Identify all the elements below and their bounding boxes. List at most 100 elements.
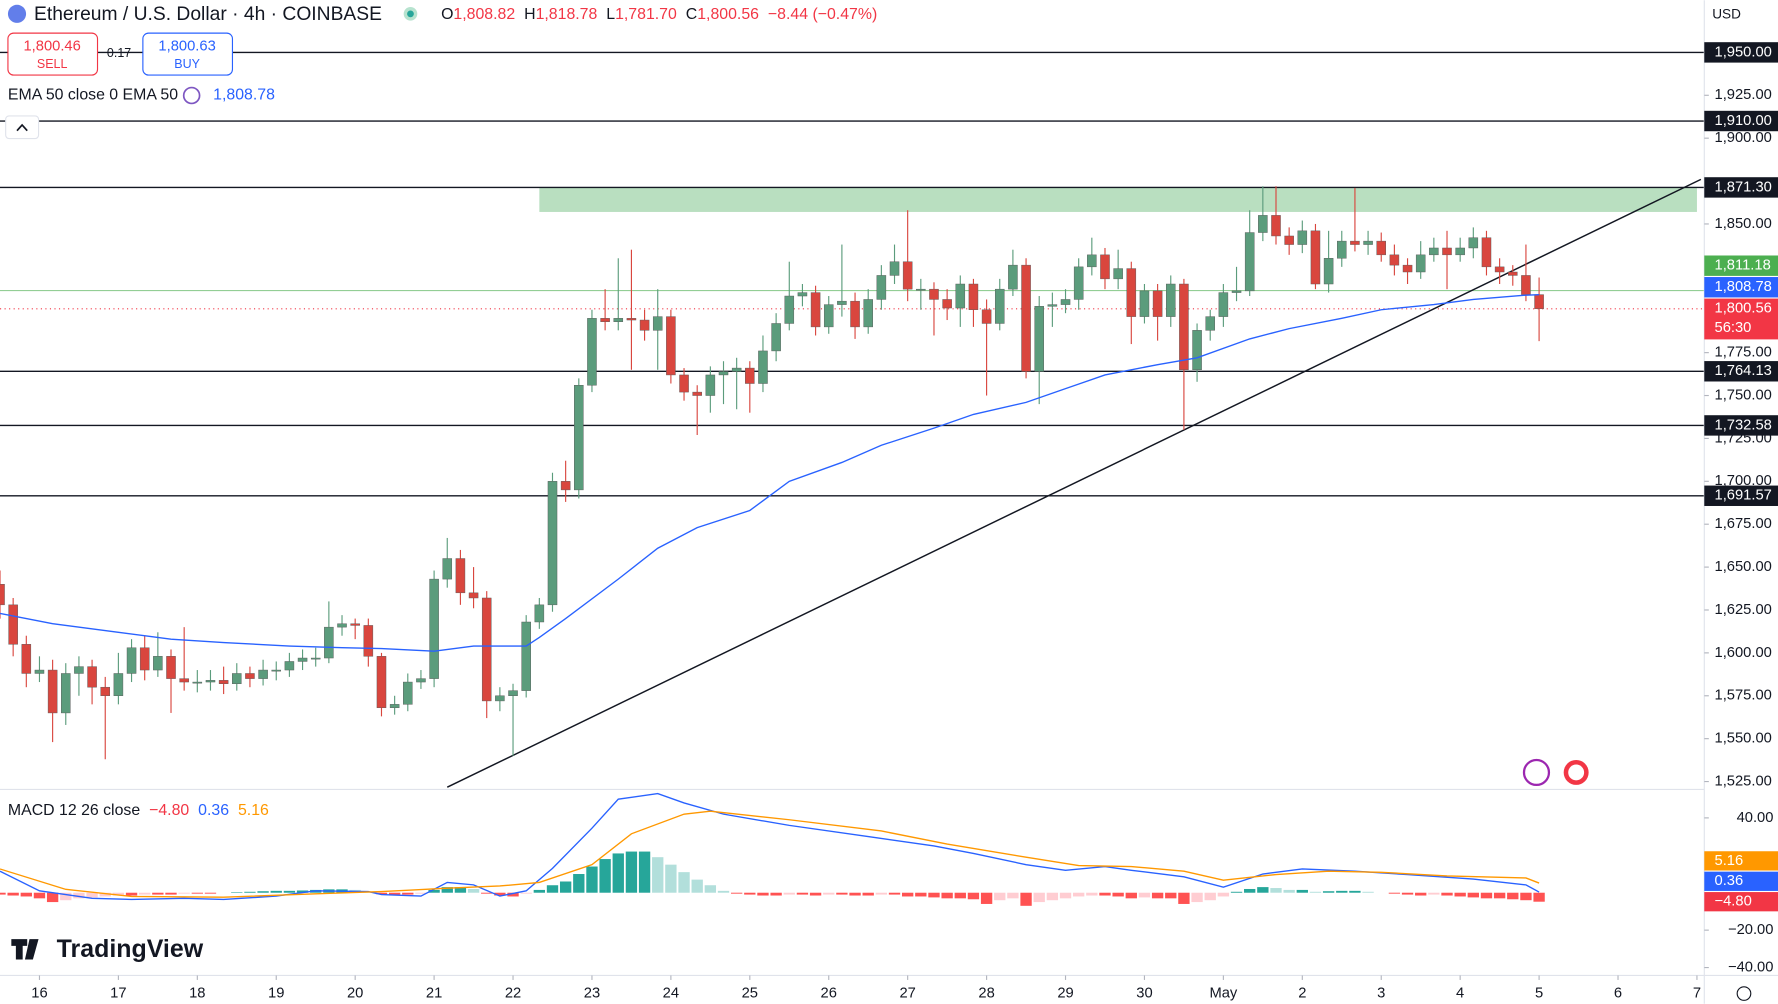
macd-value-label: 0.36 xyxy=(1715,873,1744,889)
candle-body xyxy=(560,481,571,491)
macd-histogram-bar xyxy=(296,890,309,893)
macd-histogram-bar xyxy=(928,892,940,898)
macd-histogram-bar xyxy=(191,892,203,894)
x-tick-label: 19 xyxy=(268,985,284,1001)
x-tick-label: 27 xyxy=(899,985,915,1001)
macd-histogram-bar xyxy=(20,892,32,897)
candle-body xyxy=(100,686,110,697)
level-label: 1,691.57 xyxy=(1715,488,1772,504)
macd-histogram-bar xyxy=(165,892,177,895)
macd-histogram-bar xyxy=(520,892,532,894)
symbol: Ethereum / U.S. Dollar · 4h · COINBASE xyxy=(34,4,382,25)
macd-histogram-bar xyxy=(1178,892,1190,904)
macd-histogram-bar xyxy=(1257,887,1269,893)
x-tick-label: 3 xyxy=(1377,985,1385,1001)
y-tick-label: 1,550.00 xyxy=(1715,731,1772,747)
candle-body xyxy=(1179,283,1189,371)
buy-price: 1,800.63 xyxy=(158,39,215,55)
macd-histogram-bar xyxy=(599,859,611,893)
macd-histogram-bar xyxy=(1349,890,1361,893)
macd-histogram-bar xyxy=(1073,892,1085,897)
macd-histogram-bar xyxy=(757,892,769,896)
candle-body xyxy=(455,558,466,594)
macd-histogram-bar xyxy=(1309,891,1322,893)
macd-histogram-bar xyxy=(7,892,19,896)
macd-histogram-bar xyxy=(1520,892,1532,901)
macd-histogram-bar xyxy=(1007,892,1019,899)
macd-histogram-bar xyxy=(836,892,848,895)
ema-icon[interactable] xyxy=(182,86,201,105)
x-tick-label: 24 xyxy=(663,985,679,1001)
macd-histogram-bar xyxy=(967,892,980,900)
candle-body xyxy=(1376,240,1386,256)
candle-body xyxy=(297,657,308,662)
candle-body xyxy=(823,304,834,328)
macd-value: 0.36 xyxy=(198,802,229,819)
macd-histogram-bar xyxy=(1454,892,1466,897)
macd-histogram-bar xyxy=(1244,888,1256,893)
macd-histogram-bar xyxy=(849,892,861,896)
macd-histogram-bar xyxy=(1533,892,1545,902)
candle-body xyxy=(1534,294,1544,310)
macd-y-tick-label: −40.00 xyxy=(1728,959,1773,975)
collapse-button[interactable] xyxy=(5,115,40,140)
candle-body xyxy=(1494,266,1505,273)
candle-body xyxy=(1073,266,1084,300)
macd-y-tick-label: −20.00 xyxy=(1728,922,1773,938)
candle-body xyxy=(810,292,821,328)
candle-body xyxy=(639,319,650,331)
macd-histogram-bar xyxy=(1191,892,1203,903)
x-tick-label: 6 xyxy=(1614,985,1622,1001)
macd-histogram-bar xyxy=(954,892,966,899)
candle-body xyxy=(613,318,624,322)
macd-histogram-bar xyxy=(125,892,138,896)
settings-icon[interactable] xyxy=(1736,986,1752,1001)
x-tick-label: 7 xyxy=(1693,985,1701,1001)
macd-histogram-bar xyxy=(441,887,453,893)
buy-button[interactable] xyxy=(142,32,234,76)
macd-histogram-bar xyxy=(152,892,164,895)
macd-histogram-bar xyxy=(678,872,690,893)
ohlc-value: 1,800.56 xyxy=(697,6,759,23)
macd-histogram-bar xyxy=(1401,892,1414,895)
candle-body xyxy=(0,584,5,606)
macd-histogram-bar xyxy=(1033,892,1045,903)
candle-body xyxy=(1455,247,1465,256)
macd-histogram-bar xyxy=(862,892,874,896)
candle-body xyxy=(74,666,84,674)
candle-body xyxy=(258,669,268,679)
sell-button[interactable] xyxy=(7,32,99,76)
candle-body xyxy=(784,295,795,324)
macd-histogram-bar xyxy=(1151,892,1164,899)
macd-histogram-bar xyxy=(1165,892,1177,899)
y-tick-label: 1,650.00 xyxy=(1715,559,1772,575)
ohlc-key: H xyxy=(524,6,535,23)
macd-histogram-bar xyxy=(652,857,664,893)
macd-histogram-bar xyxy=(875,892,888,895)
y-tick-label: 1,700.00 xyxy=(1715,473,1772,489)
macd-histogram-bar xyxy=(375,892,388,895)
candle-body xyxy=(1350,240,1360,245)
y-tick-label: 1,525.00 xyxy=(1715,773,1772,789)
candle-body xyxy=(955,283,966,309)
candle-body xyxy=(1126,268,1137,317)
candle-body xyxy=(1021,264,1031,372)
alert-icon[interactable] xyxy=(1522,758,1551,787)
candle-body xyxy=(1310,230,1321,285)
candle-body xyxy=(468,592,479,599)
candle-body xyxy=(1323,258,1334,285)
axes: 1,525.00 1,550.00 1,575.00 1,600.00 1,625.00… xyxy=(31,42,1778,1001)
ohlc-key: O xyxy=(441,6,453,23)
candle-body xyxy=(863,299,873,328)
logo-mark xyxy=(11,939,39,960)
macd-histogram-bar xyxy=(33,892,46,899)
candle-body xyxy=(1100,254,1110,280)
candle-body xyxy=(679,374,689,393)
candle-body xyxy=(916,288,926,291)
y-tick-label: 1,575.00 xyxy=(1715,688,1772,704)
candle-body xyxy=(1521,275,1531,295)
ema-legend-value: 1,808.78 xyxy=(213,87,275,104)
candle-body xyxy=(324,626,334,659)
macd-histogram-bar xyxy=(586,866,598,893)
x-tick-label: 4 xyxy=(1456,985,1464,1001)
